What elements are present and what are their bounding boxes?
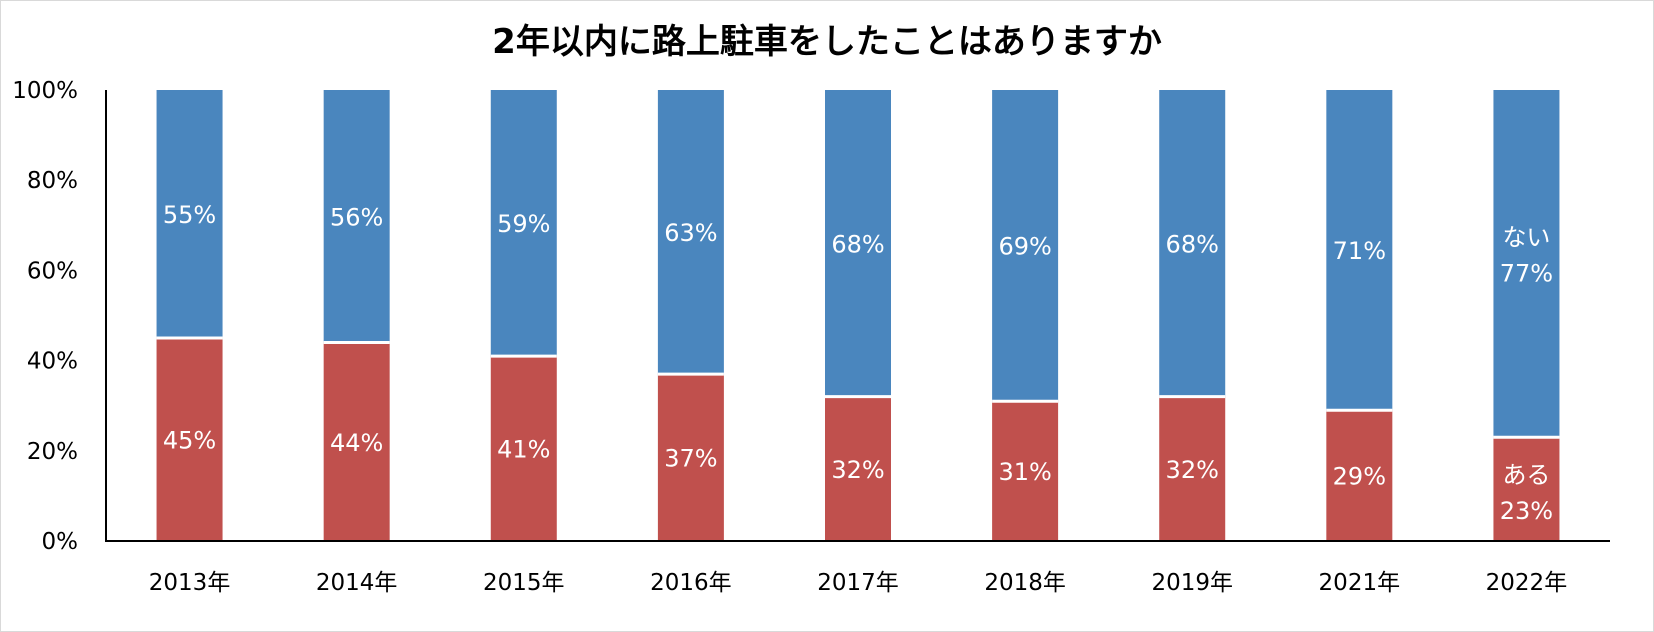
y-tick-label: 60% — [27, 258, 78, 284]
data-label: 68% — [1166, 230, 1219, 258]
bar-segment-nai — [156, 90, 223, 339]
x-tick-label: 2013年 — [149, 570, 231, 596]
x-tick-label: 2014年 — [316, 570, 398, 596]
bar-segment-aru — [657, 374, 724, 541]
y-tick-label: 100% — [12, 78, 78, 104]
data-label: 31% — [998, 458, 1051, 486]
data-label: 77% — [1500, 260, 1553, 288]
data-label: 68% — [831, 230, 884, 258]
x-tick-label: 2015年 — [483, 570, 565, 596]
series-name-label: ない — [1502, 224, 1550, 252]
series-name-label: ある — [1502, 461, 1550, 489]
bar-segment-nai — [1493, 90, 1560, 438]
y-tick-label: 20% — [27, 439, 78, 465]
data-label: 55% — [163, 201, 216, 229]
x-tick-label: 2021年 — [1319, 570, 1401, 596]
bar-segment-nai — [1326, 90, 1393, 411]
data-label: 63% — [664, 219, 717, 247]
data-label: 41% — [497, 436, 550, 464]
bar-segment-nai — [992, 90, 1059, 402]
bar-segment-nai — [825, 90, 891, 397]
bar-segment-nai — [1159, 90, 1226, 397]
data-label: 23% — [1500, 497, 1553, 525]
bar-segment-aru — [1326, 410, 1393, 541]
data-label: 45% — [163, 427, 216, 455]
bar-segment-aru — [490, 356, 557, 541]
data-label: 44% — [330, 429, 383, 457]
bar-segment-aru — [992, 401, 1059, 541]
bar-segment-nai — [657, 90, 724, 375]
x-tick-label: 2016年 — [650, 570, 732, 596]
data-label: 32% — [1166, 456, 1219, 484]
bar-segment-aru — [1493, 437, 1560, 541]
data-label: 56% — [330, 203, 383, 231]
x-tick-label: 2017年 — [817, 570, 899, 596]
y-tick-label: 80% — [27, 168, 78, 194]
data-label: 69% — [998, 233, 1051, 261]
chart-title: 2年以内に路上駐車をしたことはありますか — [492, 22, 1162, 62]
data-label: 29% — [1333, 463, 1386, 491]
y-tick-label: 40% — [27, 349, 78, 375]
data-label: 37% — [664, 445, 717, 473]
data-label: 71% — [1333, 237, 1386, 265]
bar-segment-nai — [323, 90, 390, 343]
data-label: 59% — [497, 210, 550, 238]
bar-segment-nai — [490, 90, 557, 357]
x-tick-label: 2022年 — [1486, 570, 1568, 596]
bar-segment-aru — [156, 338, 223, 541]
x-tick-label: 2019年 — [1151, 570, 1233, 596]
x-tick-label: 2018年 — [984, 570, 1066, 596]
bar-segment-aru — [825, 396, 891, 541]
y-tick-label: 0% — [42, 529, 79, 555]
bar-segment-aru — [323, 342, 390, 541]
bar-segment-aru — [1159, 396, 1226, 541]
data-label: 32% — [831, 456, 884, 484]
